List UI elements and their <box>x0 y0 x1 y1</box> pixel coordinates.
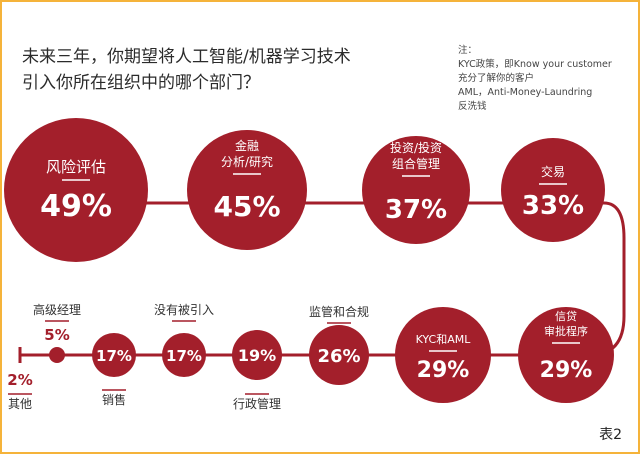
bubble-value: 19% <box>238 346 276 365</box>
bubble-label: 投资/投资 <box>390 140 442 155</box>
bubble-7 <box>232 330 282 380</box>
note-box: 注： KYC政策，即Know your customer 充分了解你的客户 AM… <box>458 44 628 114</box>
note-heading: 注： <box>458 45 478 56</box>
note-line: 反洗钱 <box>458 101 487 112</box>
bubble-3 <box>501 138 605 242</box>
bubble-label: 高级经理 <box>33 302 81 317</box>
bubble-label: 组合管理 <box>392 156 440 171</box>
bubble-value: 5% <box>44 326 69 344</box>
bubble-8 <box>162 333 206 377</box>
bubble-0 <box>4 118 148 262</box>
bubble-6 <box>309 325 369 385</box>
bubble-1 <box>187 130 307 250</box>
bubble-label: 交易 <box>541 164 565 179</box>
note-line: 充分了解你的客户 <box>458 73 535 84</box>
bubble-value: 2% <box>7 371 32 389</box>
bubble-label: 销售 <box>102 392 126 407</box>
bubble-value: 17% <box>96 347 132 365</box>
bubble-label: 分析/研究 <box>221 154 273 169</box>
bubble-label: 风险评估 <box>46 158 106 176</box>
bubble-value: 37% <box>385 195 447 225</box>
chart-title: 未来三年，你期望将人工智能/机器学习技术 引入你所在组织中的哪个部门？ <box>22 44 382 96</box>
bubble-value: 17% <box>166 347 202 365</box>
bubble-label: 审批程序 <box>544 324 588 338</box>
note-line: AML，Anti-Money-Laundring <box>458 87 593 98</box>
bubble-9 <box>92 333 136 377</box>
bubble-value: 33% <box>522 191 584 221</box>
bubble-label: 金融 <box>235 138 259 153</box>
bubble-label: 信贷 <box>555 309 577 323</box>
bubble-value: 45% <box>213 190 280 223</box>
bubble-value: 29% <box>417 358 470 383</box>
note-line: KYC政策，即Know your customer <box>458 59 612 70</box>
bubble-label: 行政管理 <box>233 396 281 411</box>
bubble-value: 26% <box>317 346 360 367</box>
bubble-2 <box>362 136 470 244</box>
bubble-4 <box>518 307 614 403</box>
chart-title-line-1: 未来三年，你期望将人工智能/机器学习技术 <box>22 47 351 67</box>
bubble-label: 其他 <box>8 397 32 411</box>
figure-label: 表2 <box>599 427 622 443</box>
bubble-5 <box>395 307 491 403</box>
bubble-value: 49% <box>40 189 112 224</box>
bubble-10 <box>49 347 65 363</box>
bubble-label: KYC和AML <box>416 333 472 346</box>
bubble-value: 29% <box>540 358 593 383</box>
bubble-label: 没有被引入 <box>154 302 214 317</box>
chart-title-line-2: 引入你所在组织中的哪个部门？ <box>22 73 260 93</box>
bubble-label: 监管和合规 <box>309 304 369 319</box>
